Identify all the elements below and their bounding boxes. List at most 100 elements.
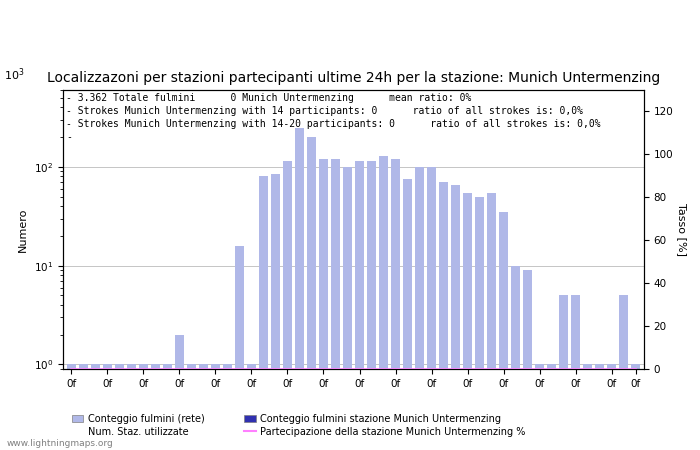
Bar (548, 369, 555, 450)
Bar (608, 369, 615, 450)
Bar (572, 369, 579, 450)
Bar (402, 179, 412, 450)
Bar (332, 369, 339, 450)
Bar (211, 364, 220, 450)
Bar (498, 212, 508, 450)
Bar (187, 364, 196, 450)
Bar (246, 364, 256, 450)
Bar (66, 364, 76, 450)
Bar (236, 369, 243, 450)
Bar (103, 364, 112, 450)
Bar (284, 369, 291, 450)
Bar (355, 161, 364, 450)
Bar (128, 369, 135, 450)
Bar (174, 335, 184, 450)
Bar (583, 364, 592, 450)
Bar (78, 364, 88, 450)
Bar (511, 266, 520, 450)
Bar (152, 369, 159, 450)
Bar (607, 364, 617, 450)
Bar (416, 369, 423, 450)
Bar (295, 127, 304, 450)
Bar (464, 369, 471, 450)
Bar (320, 369, 327, 450)
Bar (308, 369, 315, 450)
Bar (344, 369, 351, 450)
Bar (595, 364, 604, 450)
Bar (90, 364, 100, 450)
Bar (140, 369, 147, 450)
Bar (428, 369, 435, 450)
Bar (259, 176, 268, 450)
Bar (356, 369, 363, 450)
Bar (68, 369, 75, 450)
Bar (523, 270, 533, 450)
Bar (176, 369, 183, 450)
Bar (330, 159, 340, 450)
Bar (199, 364, 209, 450)
Bar (452, 369, 459, 450)
Bar (500, 369, 507, 450)
Title: Localizzazoni per stazioni partecipanti ultime 24h per la stazione: Munich Unter: Localizzazoni per stazioni partecipanti … (47, 71, 660, 85)
Bar (535, 364, 545, 450)
Bar (391, 159, 400, 450)
Bar (440, 369, 447, 450)
Bar (248, 369, 255, 450)
Legend: Conteggio fulmini (rete), Num. Staz. utilizzate, Conteggio fulmini stazione Muni: Conteggio fulmini (rete), Num. Staz. uti… (68, 410, 530, 441)
Bar (260, 369, 267, 450)
Bar (427, 167, 436, 450)
Text: $10^3$: $10^3$ (4, 67, 24, 83)
Text: - 3.362 Totale fulmini      0 Munich Untermenzing      mean ratio: 0%
- Strokes : - 3.362 Totale fulmini 0 Munich Untermen… (66, 93, 601, 142)
Bar (486, 193, 496, 450)
Bar (547, 364, 556, 450)
Bar (127, 364, 136, 450)
Bar (139, 364, 148, 450)
Bar (524, 369, 531, 450)
Bar (368, 369, 375, 450)
Bar (379, 156, 389, 450)
Bar (620, 369, 627, 450)
Bar (164, 369, 171, 450)
Bar (392, 369, 399, 450)
Bar (162, 364, 172, 450)
Bar (632, 369, 639, 450)
Bar (271, 174, 280, 450)
Bar (199, 369, 207, 450)
Bar (475, 197, 484, 450)
Bar (224, 369, 231, 450)
Bar (559, 295, 568, 450)
Bar (512, 369, 519, 450)
Bar (92, 369, 99, 450)
Bar (343, 167, 352, 450)
Bar (272, 369, 279, 450)
Bar (212, 369, 219, 450)
Text: www.lightningmaps.org: www.lightningmaps.org (7, 439, 113, 448)
Bar (104, 369, 111, 450)
Bar (584, 369, 592, 450)
Bar (631, 364, 640, 450)
Bar (570, 295, 580, 450)
Bar (80, 369, 87, 450)
Bar (476, 369, 483, 450)
Bar (296, 369, 303, 450)
Bar (380, 369, 387, 450)
Bar (116, 369, 123, 450)
Bar (307, 137, 316, 450)
Bar (115, 364, 124, 450)
Bar (619, 295, 629, 450)
Bar (488, 369, 495, 450)
Bar (318, 159, 328, 450)
Bar (463, 193, 473, 450)
Bar (560, 369, 567, 450)
Bar (404, 369, 411, 450)
Bar (414, 167, 424, 450)
Y-axis label: Numero: Numero (18, 207, 28, 252)
Bar (223, 364, 232, 450)
Bar (188, 369, 195, 450)
Bar (596, 369, 603, 450)
Bar (367, 161, 377, 450)
Bar (439, 182, 448, 450)
Bar (536, 369, 543, 450)
Bar (150, 364, 160, 450)
Y-axis label: Tasso [%]: Tasso [%] (678, 203, 687, 256)
